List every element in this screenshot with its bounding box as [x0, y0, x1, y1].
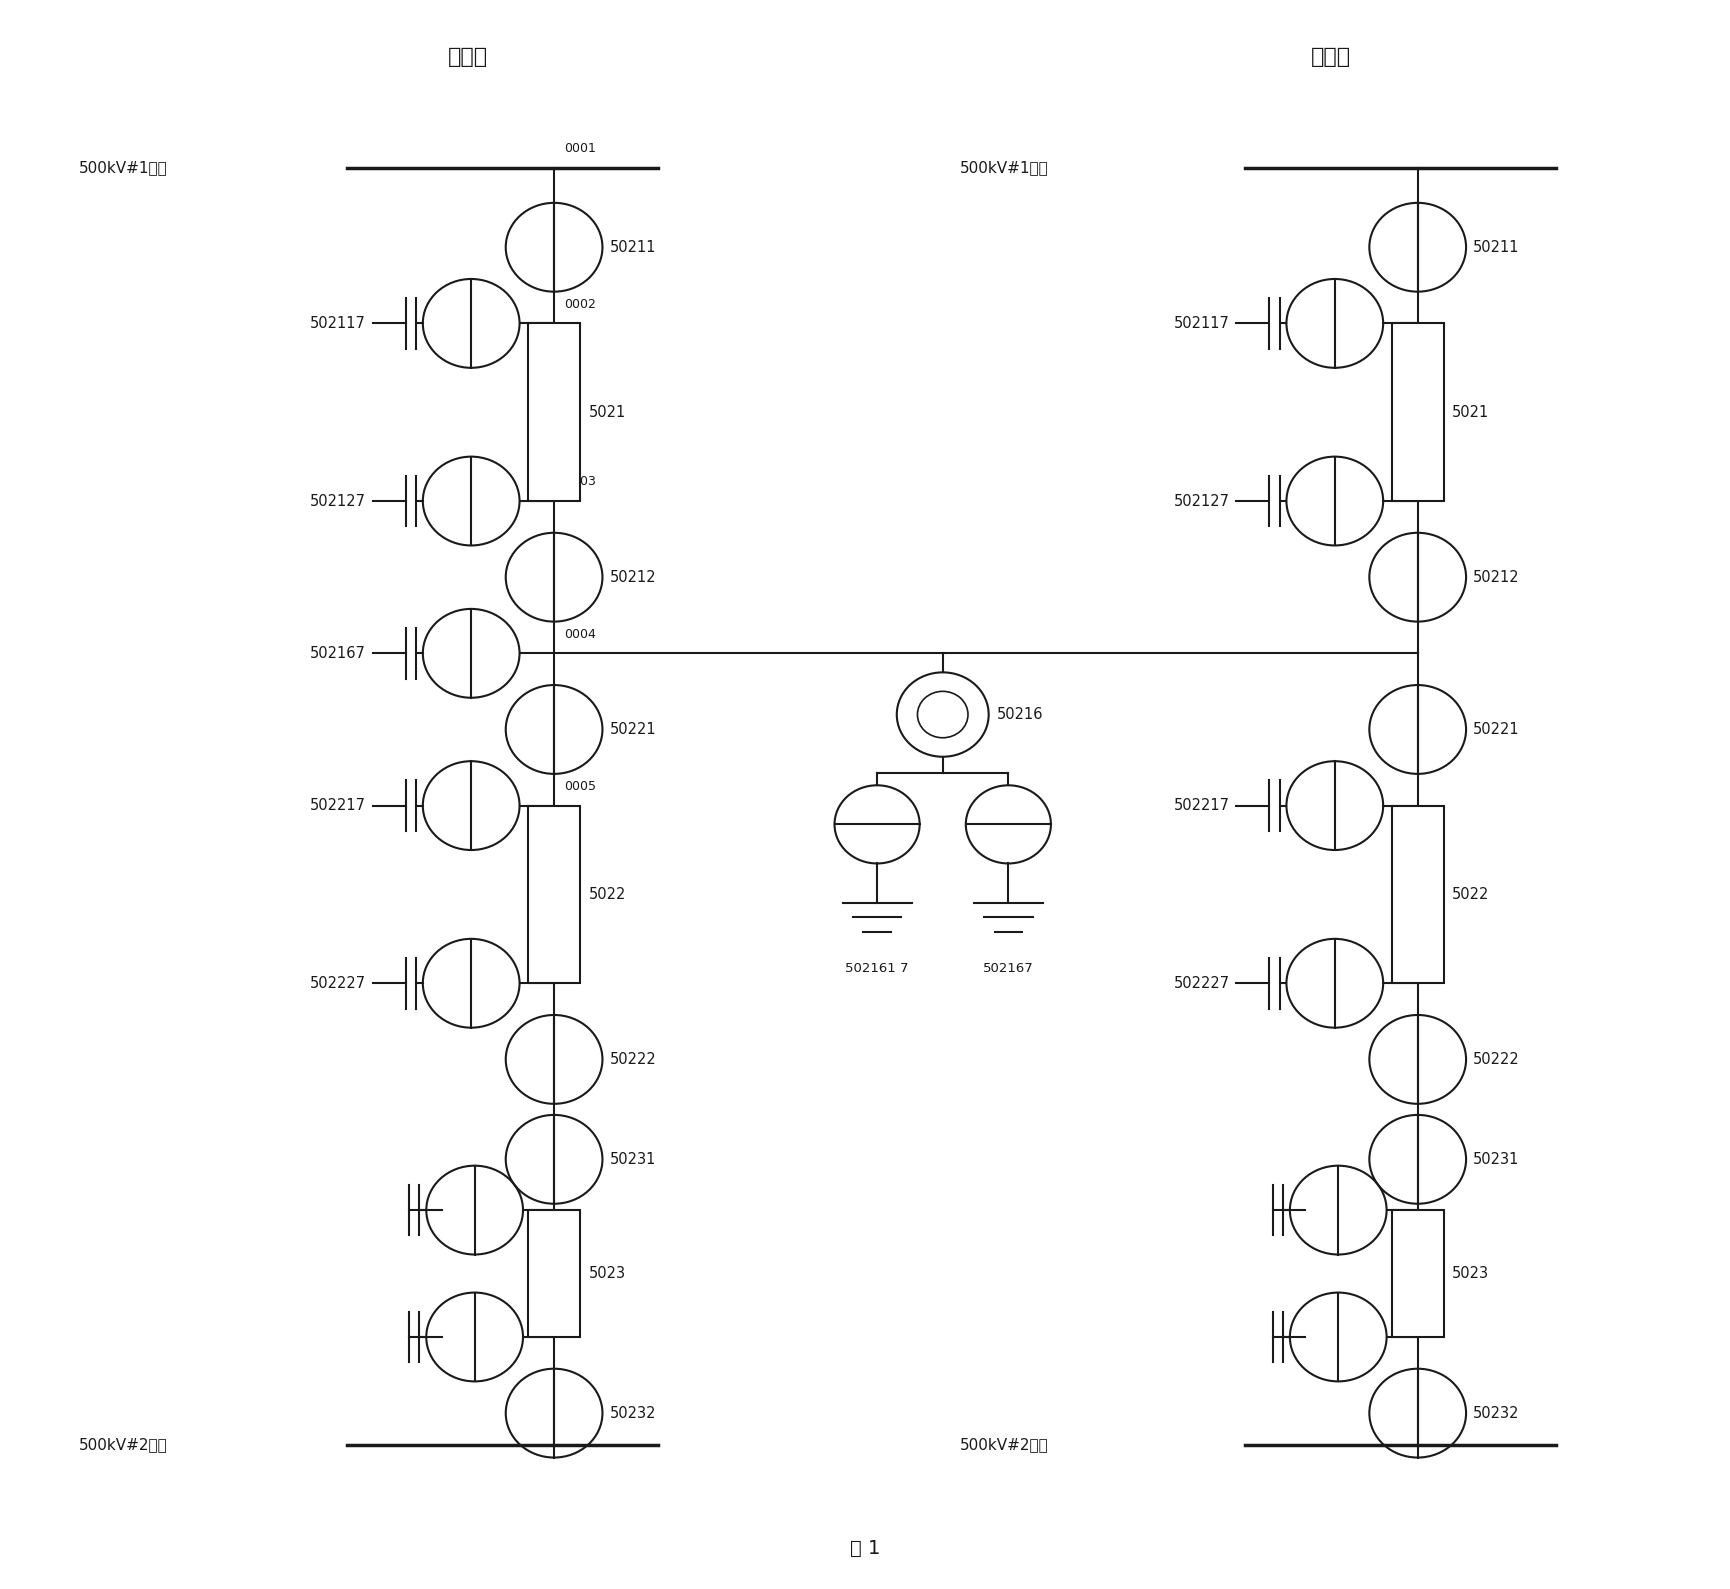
Text: 502227: 502227	[310, 976, 365, 992]
Text: 502117: 502117	[310, 316, 365, 331]
Text: 5021: 5021	[588, 405, 626, 419]
Text: 0002: 0002	[564, 297, 597, 311]
Text: 0001: 0001	[564, 143, 597, 156]
Text: 5021: 5021	[1451, 405, 1490, 419]
Text: 50232: 50232	[609, 1406, 656, 1421]
Text: 500kV#2母线: 500kV#2母线	[80, 1438, 168, 1452]
Text: 500kV#2母线: 500kV#2母线	[960, 1438, 1048, 1452]
Text: 50222: 50222	[1472, 1052, 1519, 1066]
Text: 50216: 50216	[996, 707, 1043, 721]
Text: 502127: 502127	[310, 494, 365, 508]
Text: 50212: 50212	[1472, 570, 1519, 585]
Text: 502161 7: 502161 7	[846, 961, 908, 974]
Text: 502127: 502127	[1173, 494, 1230, 508]
Text: 50222: 50222	[609, 1052, 656, 1066]
Bar	[1393, 806, 1443, 984]
Bar	[528, 324, 580, 501]
Text: 502117: 502117	[1173, 316, 1230, 331]
Text: 50231: 50231	[609, 1152, 656, 1166]
Text: 5023: 5023	[1451, 1266, 1490, 1281]
Text: 5022: 5022	[588, 887, 626, 903]
Bar	[528, 1211, 580, 1336]
Text: 0003: 0003	[564, 475, 597, 488]
Bar	[1393, 324, 1443, 501]
Text: 50211: 50211	[1472, 240, 1519, 254]
Text: 图 1: 图 1	[849, 1538, 881, 1557]
Text: 50211: 50211	[609, 240, 656, 254]
Text: 50231: 50231	[1472, 1152, 1519, 1166]
Text: 50212: 50212	[609, 570, 656, 585]
Text: 0005: 0005	[564, 780, 597, 793]
Text: 5022: 5022	[1451, 887, 1490, 903]
Text: 5023: 5023	[588, 1266, 626, 1281]
Text: 平果站: 平果站	[1311, 48, 1351, 67]
Bar	[528, 806, 580, 984]
Bar	[1393, 1211, 1443, 1336]
Text: 南宁站: 南宁站	[448, 48, 488, 67]
Text: 50221: 50221	[609, 721, 656, 737]
Text: 502167: 502167	[310, 645, 365, 661]
Text: 50232: 50232	[1472, 1406, 1519, 1421]
Text: 502217: 502217	[1173, 798, 1230, 814]
Text: 0004: 0004	[564, 628, 597, 640]
Text: 502217: 502217	[310, 798, 365, 814]
Text: 50221: 50221	[1472, 721, 1519, 737]
Text: 500kV#1母线: 500kV#1母线	[80, 160, 168, 175]
Text: 502227: 502227	[1173, 976, 1230, 992]
Text: 502167: 502167	[983, 961, 1035, 974]
Text: 500kV#1母线: 500kV#1母线	[960, 160, 1048, 175]
